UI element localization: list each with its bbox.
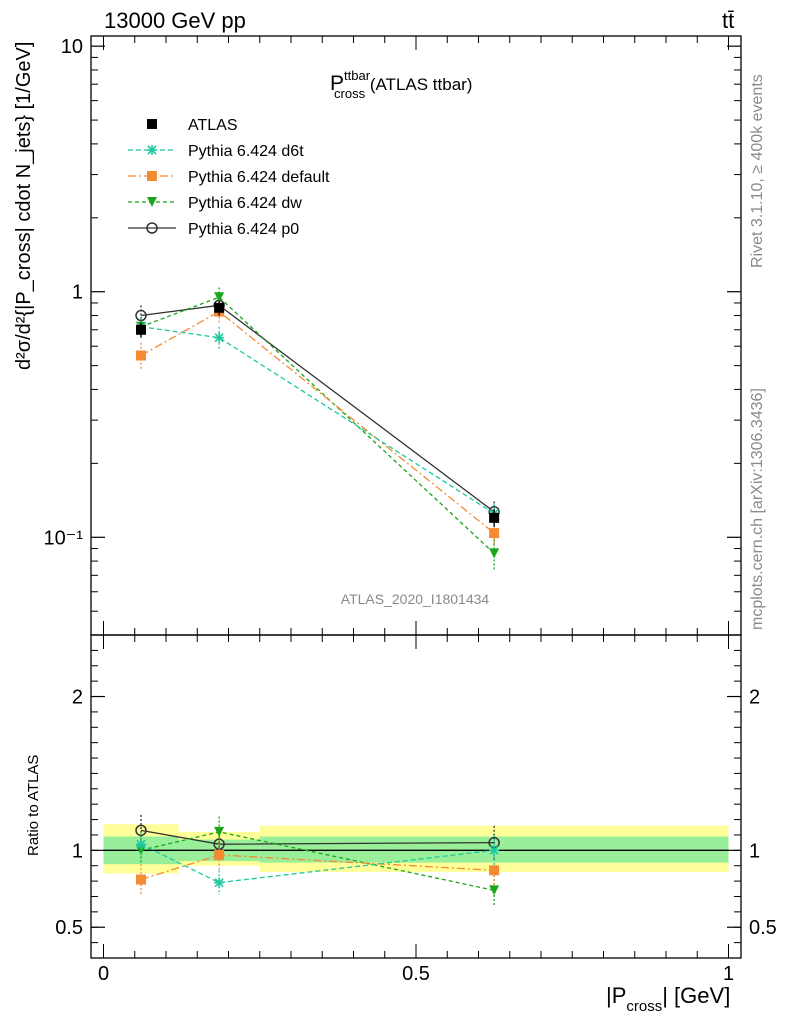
x-tick-label: 0 — [98, 963, 109, 985]
legend-entry-pythia-6-424-d6t: Pythia 6.424 d6t — [128, 143, 304, 160]
main-title-sub: cross — [334, 86, 366, 101]
ratio-point-pythia-6-424-d6t — [136, 839, 146, 850]
main-point-pythia-6-424-dw — [214, 292, 225, 303]
rivet-label: Rivet 3.1.10, ≥ 400k events — [749, 74, 766, 268]
ratio-y-tick-label-right: 1 — [749, 840, 760, 862]
main-point-pythia-6-424-default — [489, 528, 500, 539]
main-line-pythia-6-424-d6t — [140, 326, 495, 515]
x-axis-label-sub: cross — [626, 998, 662, 1015]
main-point-pythia-6-424-d6t — [214, 332, 225, 343]
ratio-series-pythia-6-424-d6t — [136, 831, 500, 895]
main-point-pythia-6-424-dw — [489, 548, 500, 559]
energy-label: 13000 GeV pp — [104, 8, 246, 33]
x-axis-label: |Pcross| [GeV] — [606, 983, 730, 1015]
legend-entry-atlas: ATLAS — [147, 117, 238, 134]
main-y-axis-label: d²σ/d²{|P_cross| cdot N_jets} [1/GeV] — [13, 42, 35, 370]
main-line-pythia-6-424-p0 — [140, 304, 495, 513]
legend-label: Pythia 6.424 d6t — [188, 143, 304, 160]
ratio-series-layer — [103, 814, 729, 906]
process-label: tt̄ — [722, 8, 734, 33]
ratio-y-axis-label: Ratio to ATLAS — [25, 755, 42, 856]
main-line-pythia-6-424-dw — [140, 296, 495, 554]
ratio-point-pythia-6-424-default — [214, 849, 225, 860]
ratio-point-pythia-6-424-d6t — [489, 845, 500, 856]
legend: ATLAS Pythia 6.424 d6t Pythia 6.424 defaul… — [128, 117, 330, 238]
ratio-point-pythia-6-424-dw — [214, 826, 225, 837]
main-title-rest: (ATLAS ttbar) — [365, 75, 472, 94]
legend-entry-pythia-6-424-p0: Pythia 6.424 p0 — [128, 221, 299, 238]
legend-marker — [146, 222, 158, 234]
ratio-point-pythia-6-424-default — [489, 865, 500, 876]
legend-label: Pythia 6.424 dw — [188, 195, 302, 212]
main-series-layer — [135, 287, 500, 570]
ratio-point-pythia-6-424-p0 — [135, 824, 147, 837]
ratio-y-tick-label-left: 0.5 — [55, 917, 83, 939]
main-title: Pttbar cross (ATLAS ttbar) — [330, 68, 472, 101]
main-series-pythia-6-424-dw — [136, 287, 500, 570]
legend-marker — [147, 119, 157, 129]
ratio-point-pythia-6-424-d6t — [214, 877, 225, 888]
main-series-atlas — [136, 300, 500, 528]
legend-marker — [147, 145, 157, 155]
main-line-pythia-6-424-default — [140, 310, 495, 534]
legend-entry-pythia-6-424-default: Pythia 6.424 default — [128, 169, 330, 186]
x-tick-label: 0.5 — [402, 963, 430, 985]
legend-label: ATLAS — [188, 117, 238, 134]
main-point-atlas — [136, 324, 146, 335]
main-title-base: P — [330, 72, 344, 95]
ratio-y-tick-label-right: 2 — [749, 687, 760, 709]
ratio-point-pythia-6-424-dw — [489, 885, 500, 896]
main-point-atlas — [214, 302, 225, 313]
ratio-y-tick-label-left: 2 — [72, 687, 83, 709]
legend-label: Pythia 6.424 p0 — [188, 221, 299, 238]
ratio-plot-frame — [90, 634, 742, 959]
legend-label: Pythia 6.424 default — [188, 169, 330, 186]
ratio-y-tick-label-right: 0.5 — [749, 917, 777, 939]
main-point-atlas — [489, 512, 500, 523]
x-tick-label: 1 — [723, 963, 734, 985]
main-y-tick-label: 10 — [61, 36, 83, 58]
ratio-point-pythia-6-424-default — [136, 874, 146, 885]
main-y-tick-label: 1 — [72, 282, 83, 304]
legend-marker — [147, 197, 157, 207]
main-y-tick-label: 10⁻¹ — [44, 527, 84, 549]
main-series-pythia-6-424-p0 — [135, 296, 500, 524]
x-axis-label-pre: |P — [606, 983, 626, 1008]
mcplots-label: mcplots.cern.ch [arXiv:1306.3436] — [749, 388, 766, 630]
legend-entry-pythia-6-424-dw: Pythia 6.424 dw — [128, 195, 302, 212]
analysis-watermark: ATLAS_2020_I1801434 — [341, 591, 490, 607]
ratio-point-pythia-6-424-dw — [136, 845, 146, 856]
legend-marker — [147, 171, 157, 181]
main-point-pythia-6-424-default — [136, 350, 146, 361]
main-series-pythia-6-424-default — [136, 300, 500, 547]
main-title-sup: ttbar — [344, 68, 371, 83]
axes-layer: 10⁻¹ 1 10 0 0.5 1 0.5 0.5 1 1 2 2 — [44, 35, 777, 985]
ratio-y-tick-label-left: 1 — [72, 840, 83, 862]
main-point-pythia-6-424-p0 — [135, 309, 147, 322]
x-axis-label-post: | [GeV] — [662, 983, 730, 1008]
